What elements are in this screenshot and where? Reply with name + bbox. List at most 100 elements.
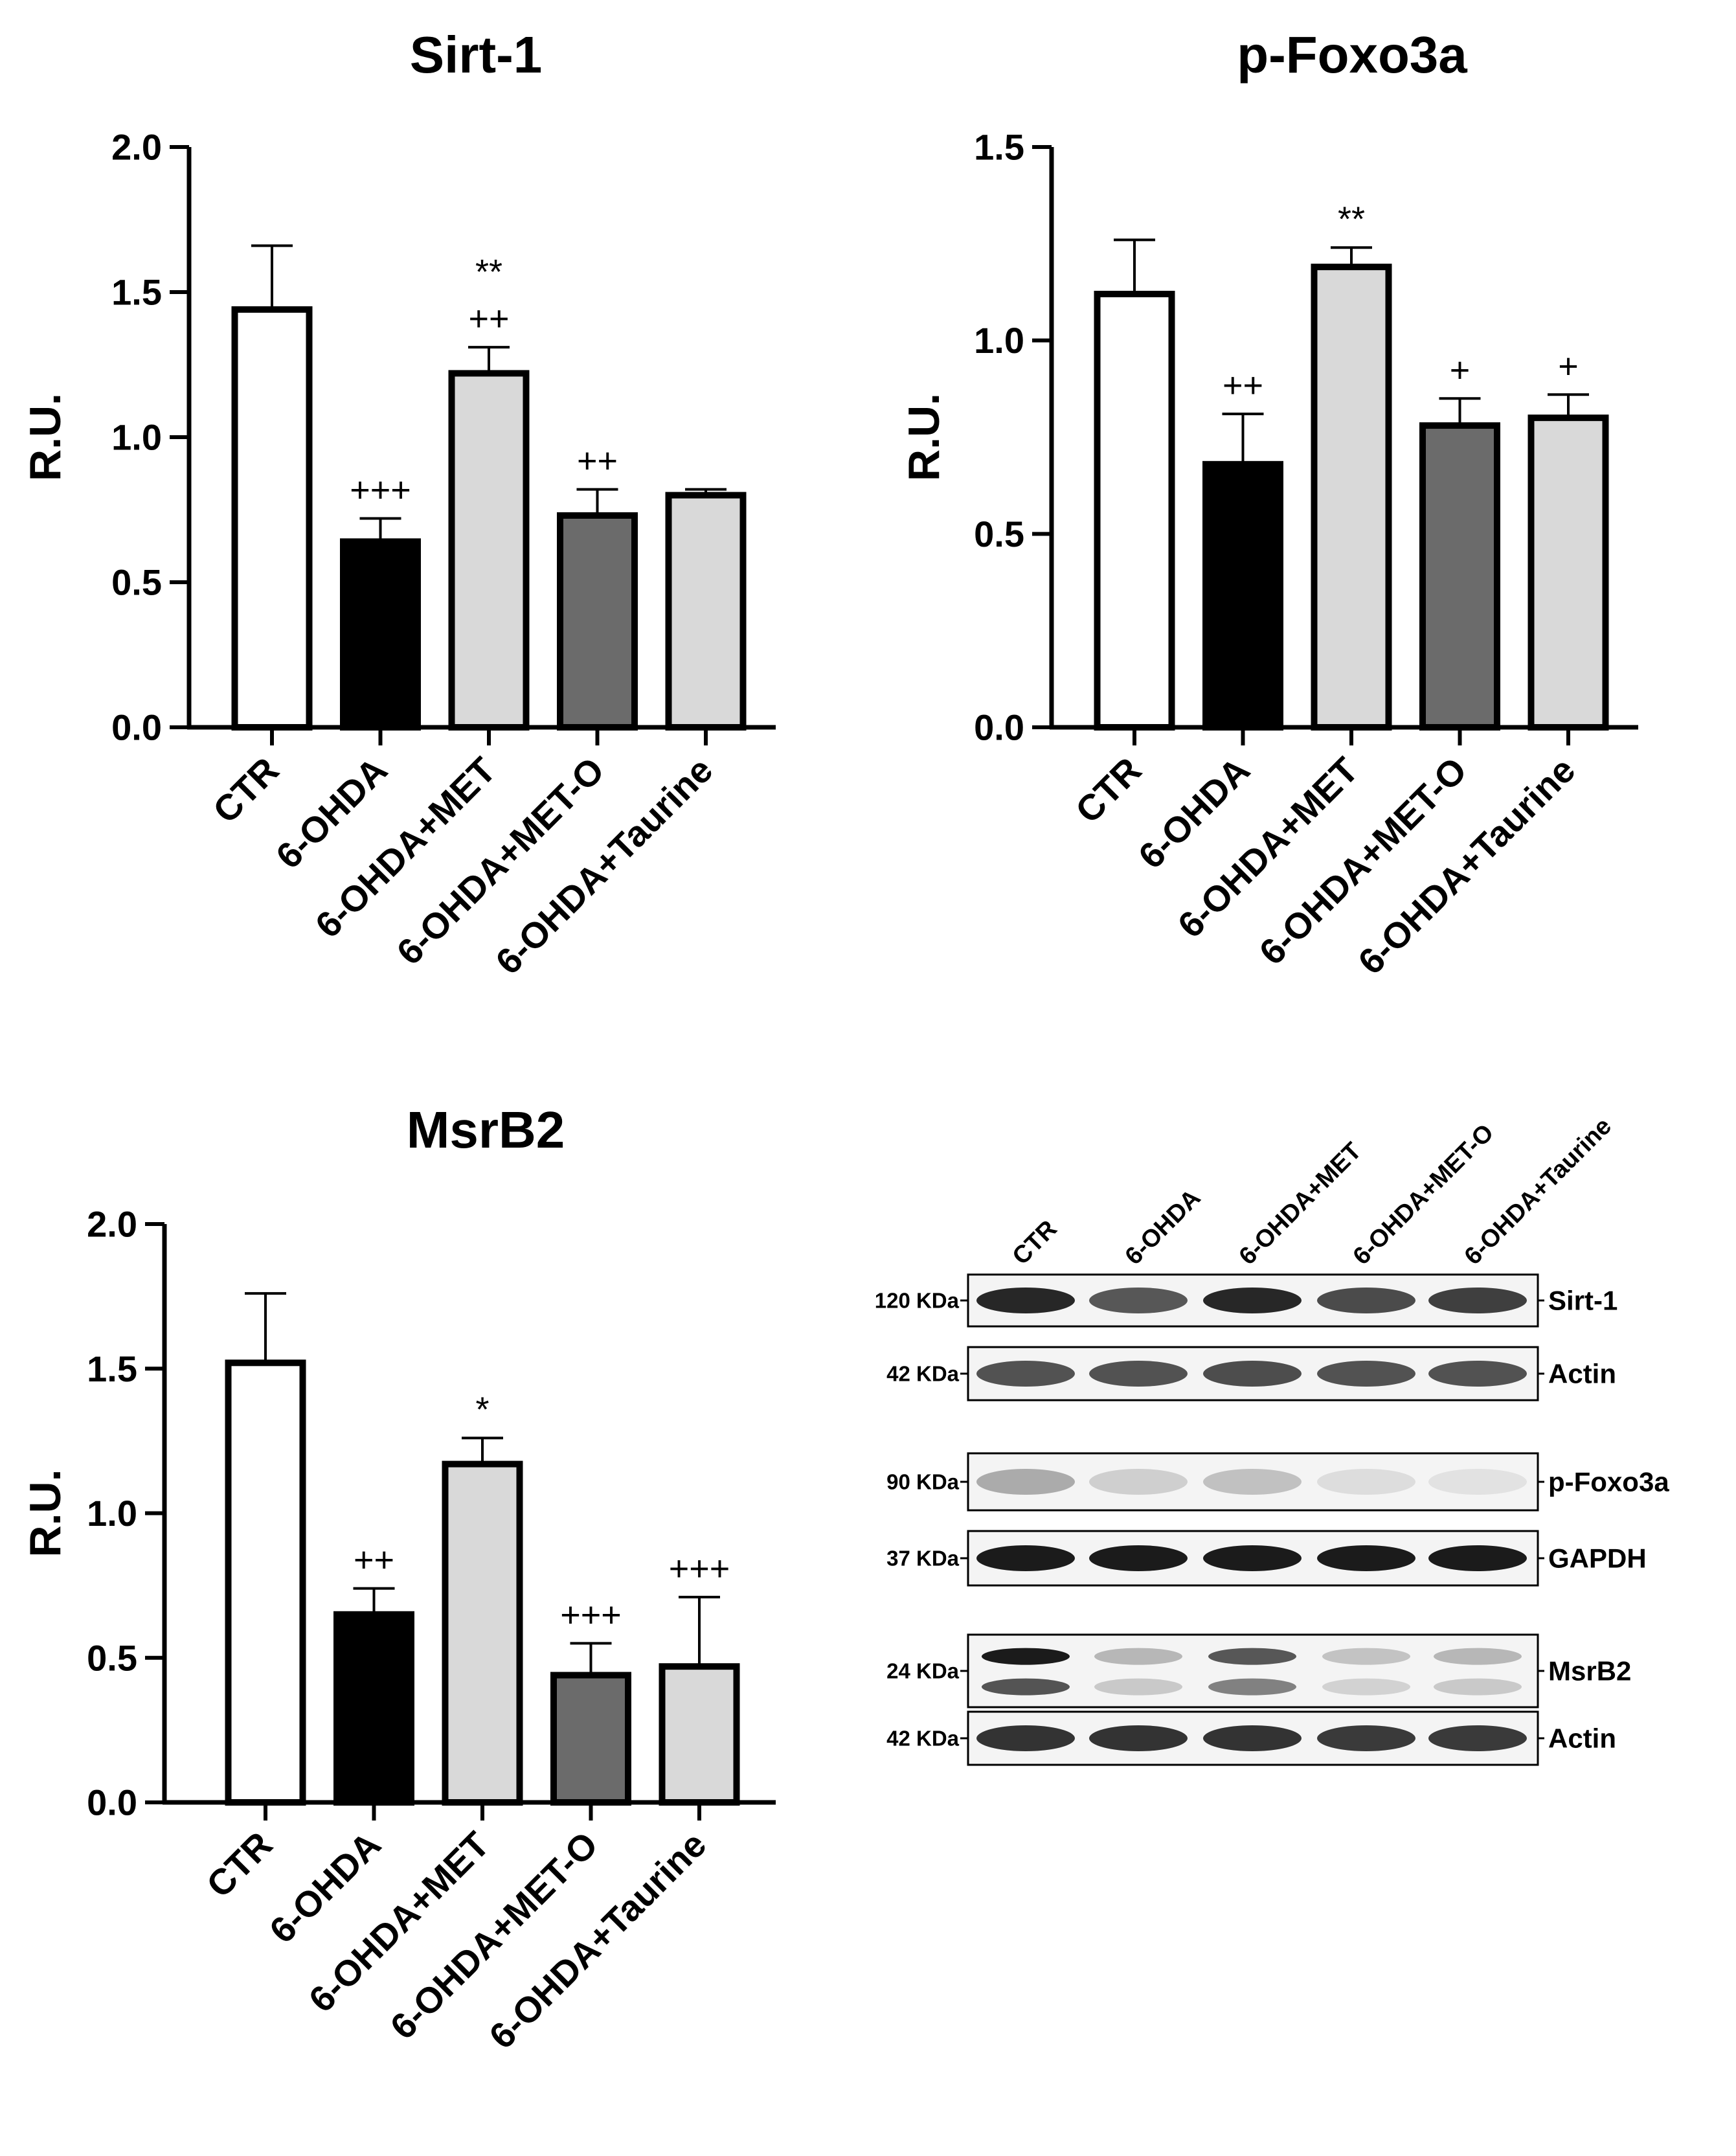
y-tick-label: 0.0 xyxy=(974,707,1024,748)
protein-label: Actin xyxy=(1548,1359,1616,1389)
blot-row-gapdh: 37 KDa GAPDH xyxy=(886,1530,1647,1587)
blot-band xyxy=(976,1469,1075,1495)
x-tick-label: 6-OHDA+MET-O xyxy=(389,749,612,973)
blot-band xyxy=(1208,1648,1296,1665)
lane-label: 6-OHDA xyxy=(1120,1185,1206,1271)
chart-panel-p-foxo3a: p-Foxo3aR.U.0.00.51.01.5CTR6-OHDA++6-OHD… xyxy=(899,26,1638,982)
significance-mark: ++ xyxy=(354,1541,394,1580)
blot-band xyxy=(1094,1678,1182,1696)
chart-title: Sirt-1 xyxy=(410,26,543,84)
blot-band xyxy=(1089,1545,1188,1571)
blot-band xyxy=(1317,1545,1415,1571)
significance-mark: * xyxy=(475,1390,489,1429)
protein-label: GAPDH xyxy=(1548,1543,1647,1574)
blot-band xyxy=(976,1725,1075,1751)
y-tick-label: 2.0 xyxy=(111,127,162,168)
blot-band xyxy=(976,1545,1075,1571)
x-tick-label: 6-OHDA+MET-O xyxy=(1251,749,1474,973)
blot-band xyxy=(1317,1469,1415,1495)
chart-panel-sirt-1: Sirt-1R.U.0.00.51.01.52.0CTR6-OHDA+++6-O… xyxy=(21,26,776,982)
bar-6-ohda-taurine xyxy=(665,492,747,731)
bar-ctr xyxy=(231,306,313,731)
blot-band xyxy=(1089,1725,1188,1751)
bar-6-ohda-taurine xyxy=(1527,414,1609,731)
bar-6-ohda xyxy=(333,1611,414,1806)
lane-label: 6-OHDA+MET xyxy=(1234,1137,1367,1270)
y-axis-label: R.U. xyxy=(21,1469,70,1558)
significance-mark: ++ xyxy=(1223,366,1263,405)
protein-label: Actin xyxy=(1548,1723,1616,1754)
y-tick-label: 1.5 xyxy=(111,272,162,313)
chart-panel-msrb2: MsrB2R.U.0.00.51.01.52.0CTR6-OHDA++6-OHD… xyxy=(21,1101,776,2056)
kda-marker: 37 KDa xyxy=(886,1547,960,1571)
blot-band xyxy=(1317,1288,1415,1313)
blot-band xyxy=(1203,1545,1302,1571)
bar-6-ohda-met-o xyxy=(557,512,638,731)
blot-band xyxy=(1089,1469,1188,1495)
chart-title: MsrB2 xyxy=(407,1101,565,1159)
blot-band xyxy=(1434,1648,1522,1665)
bar-6-ohda-met-o xyxy=(550,1672,631,1806)
kda-marker: 24 KDa xyxy=(886,1659,960,1683)
bar-6-ohda-met xyxy=(448,370,530,731)
blot-band xyxy=(1089,1288,1188,1313)
bar-ctr xyxy=(225,1359,306,1806)
blot-band xyxy=(1428,1545,1527,1571)
y-tick-label: 1.0 xyxy=(87,1493,137,1534)
y-tick-label: 1.0 xyxy=(111,417,162,458)
blot-band xyxy=(1208,1678,1296,1696)
protein-label: p-Foxo3a xyxy=(1548,1467,1669,1497)
significance-mark: +++ xyxy=(560,1595,622,1634)
kda-marker: 90 KDa xyxy=(886,1470,960,1494)
x-tick-label: CTR xyxy=(205,749,287,831)
y-tick-label: 1.0 xyxy=(974,320,1024,361)
x-tick-label: CTR xyxy=(199,1824,280,1905)
bar-6-ohda-taurine xyxy=(659,1663,740,1806)
y-tick-label: 0.0 xyxy=(87,1782,137,1823)
bar-6-ohda xyxy=(1202,460,1283,731)
y-axis-label: R.U. xyxy=(899,393,949,481)
protein-label: MsrB2 xyxy=(1548,1656,1631,1686)
blot-band xyxy=(1317,1361,1415,1387)
y-axis-label: R.U. xyxy=(21,393,70,481)
y-tick-label: 0.5 xyxy=(974,514,1024,554)
blot-row-actin: 42 KDa Actin xyxy=(886,1710,1616,1766)
x-tick-label: 6-OHDA+MET-O xyxy=(382,1824,605,2047)
y-tick-label: 1.5 xyxy=(87,1348,137,1389)
blot-band xyxy=(982,1648,1070,1665)
y-tick-label: 0.0 xyxy=(111,707,162,748)
bar-6-ohda xyxy=(340,538,421,731)
blot-band xyxy=(1089,1361,1188,1387)
blot-row-msrb2: 24 KDa MsrB2 xyxy=(886,1633,1631,1708)
blot-band xyxy=(1094,1648,1182,1665)
kda-marker: 120 KDa xyxy=(875,1289,960,1313)
significance-mark: ++ xyxy=(577,442,618,481)
blot-band xyxy=(1428,1725,1527,1751)
blot-band xyxy=(1203,1469,1302,1495)
blot-band xyxy=(982,1678,1070,1696)
blot-band xyxy=(1322,1648,1410,1665)
blot-band xyxy=(1203,1288,1302,1313)
blot-band xyxy=(1322,1678,1410,1696)
western-blot-panel: CTR 6-OHDA 6-OHDA+MET6-OHDA+MET-O6-OHDA+Ta… xyxy=(875,1113,1669,1766)
significance-mark: ++ xyxy=(468,299,509,338)
blot-frame xyxy=(967,1633,1539,1708)
blot-band xyxy=(1203,1361,1302,1387)
blot-band xyxy=(1428,1469,1527,1495)
significance-mark: +++ xyxy=(669,1549,730,1588)
blot-band xyxy=(1428,1288,1527,1313)
y-tick-label: 1.5 xyxy=(974,127,1024,168)
x-tick-label: CTR xyxy=(1068,749,1149,831)
protein-label: Sirt-1 xyxy=(1548,1286,1618,1316)
blot-band xyxy=(1434,1678,1522,1696)
blot-row-actin: 42 KDa Actin xyxy=(886,1346,1616,1401)
significance-mark: +++ xyxy=(350,470,411,509)
blot-band xyxy=(976,1361,1075,1387)
significance-mark: ** xyxy=(1338,199,1365,238)
bar-6-ohda-met xyxy=(1311,264,1392,731)
blot-row-p-foxo3a: 90 KDa p-Foxo3a xyxy=(886,1452,1669,1512)
y-tick-label: 2.0 xyxy=(87,1204,137,1245)
significance-mark: ** xyxy=(475,253,502,291)
